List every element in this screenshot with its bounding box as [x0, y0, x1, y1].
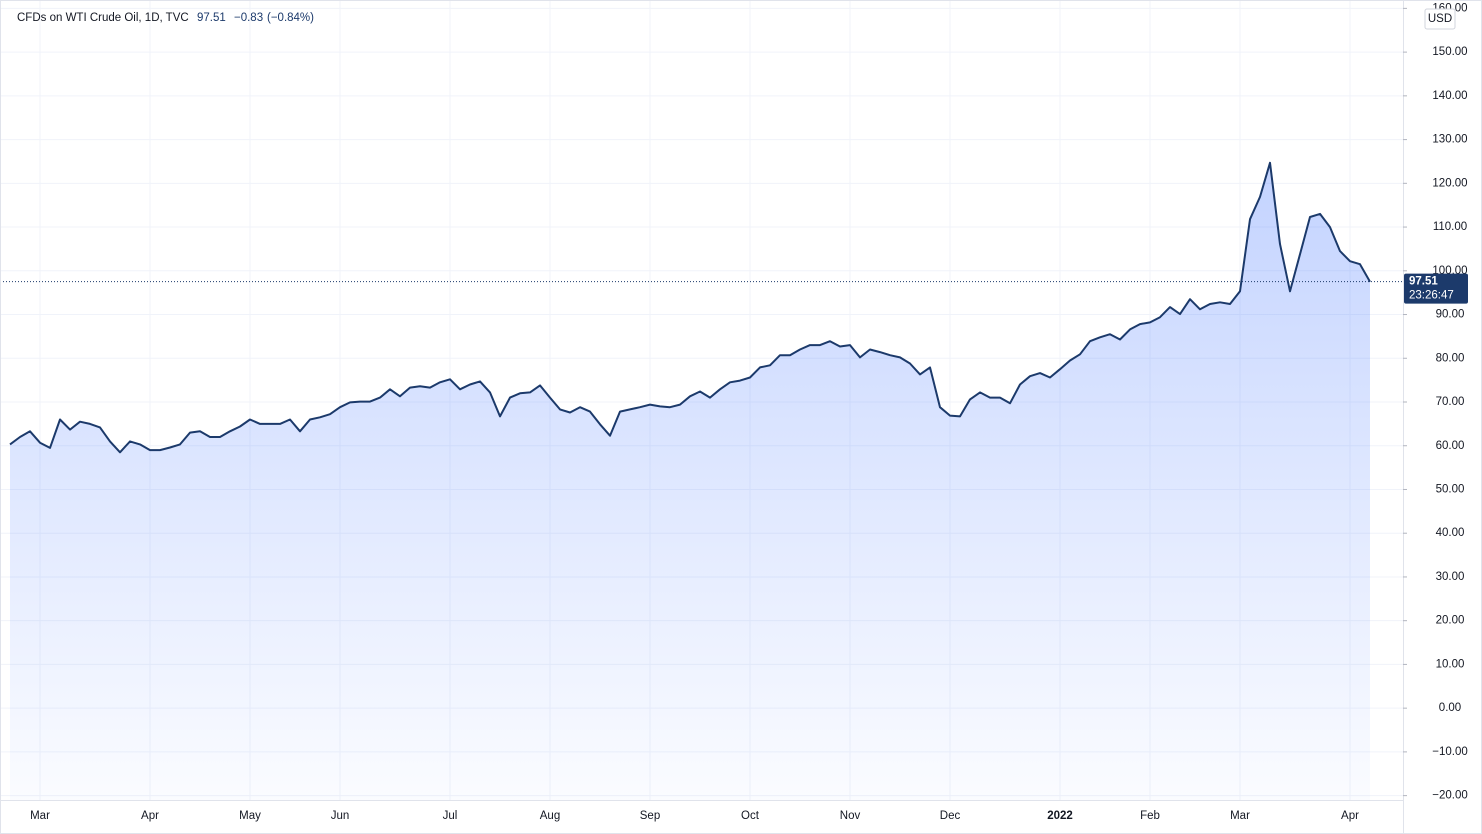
legend: CFDs on WTI Crude Oil, 1D, TVC 97.51 −0.…: [17, 12, 314, 24]
currency[interactable]: USD: [1428, 13, 1452, 25]
legend-change-pct: (−0.84%): [267, 12, 314, 24]
y-tick-label: 130.00: [1432, 134, 1467, 146]
countdown: 23:26:47: [1409, 290, 1454, 302]
x-tick-label: Apr: [141, 810, 159, 822]
legend-last: 97.51: [197, 12, 226, 24]
legend-title: CFDs on WTI Crude Oil, 1D, TVC: [17, 12, 189, 24]
y-tick-label: −20.00: [1432, 790, 1468, 802]
x-tick-label: Dec: [940, 810, 961, 822]
x-tick-label: Mar: [1230, 810, 1250, 822]
y-tick-label: 10.00: [1436, 658, 1465, 670]
x-tick-label: Mar: [30, 810, 50, 822]
y-tick-label: −10.00: [1432, 746, 1468, 758]
x-tick-label: Nov: [840, 810, 861, 822]
last-price-label: 97.51: [1409, 276, 1438, 288]
currency-box[interactable]: [1424, 8, 1456, 30]
y-tick-label: 50.00: [1436, 484, 1465, 496]
last-price-box: [1404, 273, 1468, 304]
y-tick-label: 70.00: [1436, 396, 1465, 408]
area: [10, 162, 1370, 801]
legend-change: −0.83: [234, 12, 263, 24]
y-tick-label: 90.00: [1436, 309, 1465, 321]
y-tick-label: 80.00: [1436, 352, 1465, 364]
x-tick-label: Oct: [741, 810, 760, 822]
x-tick-label: Jul: [443, 810, 458, 822]
y-tick-label: 40.00: [1436, 527, 1465, 539]
y-tick-label: 20.00: [1436, 615, 1465, 627]
plot: [0, 161, 1403, 801]
x-tick-label: Apr: [1341, 810, 1359, 822]
x-tick-label: May: [239, 810, 261, 822]
x-tick-label: 2022: [1047, 810, 1073, 822]
y-tick-label: 150.00: [1432, 46, 1467, 58]
y-tick-label: 120.00: [1432, 177, 1467, 189]
y-tick-label: 110.00: [1433, 221, 1467, 233]
x-tick-label: Aug: [540, 810, 560, 822]
y-tick-label: 0.00: [1439, 702, 1461, 714]
line: [9, 161, 1371, 454]
x-tick-label: Jun: [331, 810, 350, 822]
x-tick-label: Feb: [1140, 810, 1160, 822]
y-tick-label: 30.00: [1436, 571, 1465, 583]
x-tick-label: Sep: [640, 810, 660, 822]
y-tick-label: 60.00: [1436, 440, 1465, 452]
y-tick-label: 140.00: [1432, 90, 1467, 102]
